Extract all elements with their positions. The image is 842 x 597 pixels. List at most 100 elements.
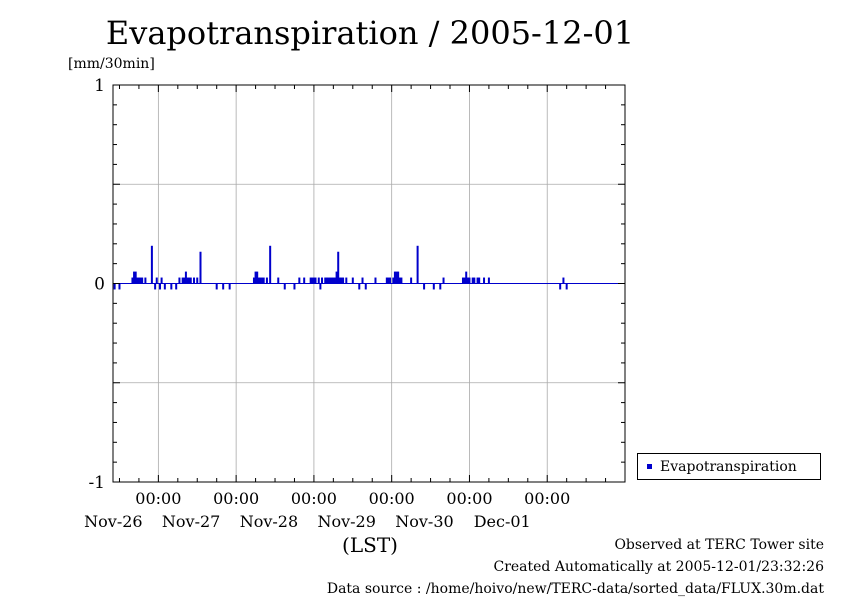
data-bar	[150, 245, 153, 284]
data-bar	[186, 277, 189, 284]
data-bar	[338, 277, 341, 284]
data-bar	[158, 283, 161, 290]
data-source-note: Data source : /home/hoivo/new/TERC-data/…	[326, 581, 824, 597]
data-bar	[465, 271, 468, 284]
data-bar	[144, 277, 147, 284]
x-tick-date-label: Nov-28	[240, 512, 298, 531]
data-bar	[256, 271, 259, 284]
data-bar	[487, 277, 490, 284]
chart-title: Evapotranspiration / 2005-12-01	[105, 14, 635, 52]
data-bar	[215, 283, 218, 290]
legend: Evapotranspiration	[637, 453, 821, 480]
data-bar	[337, 251, 340, 284]
data-bar	[154, 283, 157, 290]
data-bar	[340, 277, 343, 284]
data-bar	[389, 277, 392, 284]
data-bar	[329, 277, 332, 284]
x-tick-time-label: 00:00	[291, 489, 337, 508]
x-axis-caption: (LST)	[342, 533, 398, 557]
data-bar	[252, 277, 255, 284]
data-bar	[133, 271, 136, 284]
x-tick-date-label: Nov-29	[317, 512, 375, 531]
data-bar	[342, 277, 345, 284]
data-bar	[468, 277, 471, 284]
y-tick-label: 0	[94, 275, 105, 295]
data-bar	[332, 277, 335, 284]
data-bar	[423, 283, 426, 290]
data-bar	[392, 277, 395, 284]
data-bar	[196, 277, 199, 284]
data-bar	[364, 283, 367, 290]
data-bar	[181, 277, 184, 284]
data-bar	[311, 277, 314, 284]
data-bar	[432, 283, 435, 290]
data-bar	[283, 283, 286, 290]
data-bar	[361, 277, 364, 284]
data-bar	[416, 245, 419, 284]
data-bar	[387, 277, 390, 284]
data-bar	[155, 277, 158, 284]
data-bar	[277, 277, 280, 284]
data-bar	[442, 277, 445, 284]
data-bar	[559, 283, 562, 290]
data-bar	[439, 283, 442, 290]
data-bar	[461, 277, 464, 284]
data-bar	[298, 277, 301, 284]
data-bar	[473, 277, 476, 284]
data-bar	[325, 277, 328, 284]
data-bar	[228, 283, 231, 290]
data-bar	[476, 277, 479, 284]
data-bar	[141, 277, 144, 284]
data-bar	[327, 277, 330, 284]
axis-layer	[112, 84, 626, 483]
data-bar	[269, 245, 272, 284]
data-bar	[374, 277, 377, 284]
data-bar	[324, 277, 327, 284]
data-bar	[314, 277, 317, 284]
data-bar	[118, 283, 121, 290]
bar-layer	[113, 245, 568, 290]
data-bar	[199, 251, 202, 284]
data-bar	[293, 283, 296, 290]
data-bar	[463, 277, 466, 284]
data-bar	[309, 277, 312, 284]
x-tick-time-label: 00:00	[446, 489, 492, 508]
x-tick-date-label: Nov-27	[162, 512, 220, 531]
data-bar	[257, 277, 260, 284]
data-bar	[262, 277, 265, 284]
y-axis-unit-label: [mm/30min]	[68, 56, 155, 72]
data-bar	[139, 277, 142, 284]
x-tick-date-label: Nov-26	[84, 512, 142, 531]
data-bar	[319, 283, 322, 290]
data-bar	[184, 271, 187, 284]
data-bar	[189, 277, 192, 284]
data-bar	[175, 283, 178, 290]
data-bar	[471, 277, 474, 284]
data-bar	[261, 277, 264, 284]
data-bar	[410, 277, 413, 284]
data-bar	[317, 277, 320, 284]
data-bar	[265, 277, 268, 284]
data-bar	[385, 277, 388, 284]
data-bar	[562, 277, 565, 284]
data-bar	[321, 277, 324, 284]
data-bar	[193, 277, 196, 284]
x-tick-time-label: 00:00	[213, 489, 259, 508]
y-tick-label: -1	[88, 473, 105, 493]
tick-label-layer: 1 0 -1 00:00 Nov-26 00:00 Nov-27 00:00 Nov-28 00:…	[84, 76, 570, 531]
data-bar	[312, 277, 315, 284]
data-bar	[565, 283, 568, 290]
data-bar	[222, 283, 225, 290]
data-bar	[400, 277, 403, 284]
x-tick-date-label: Dec-01	[474, 512, 531, 531]
x-tick-time-label: 00:00	[524, 489, 570, 508]
data-bar	[483, 277, 486, 284]
observed-note: Observed at TERC Tower site	[614, 537, 824, 553]
data-bar	[345, 277, 348, 284]
data-bar	[134, 271, 137, 284]
data-bar	[303, 277, 306, 284]
data-bar	[188, 277, 191, 284]
data-bar	[183, 277, 186, 284]
y-tick-label: 1	[94, 76, 105, 96]
